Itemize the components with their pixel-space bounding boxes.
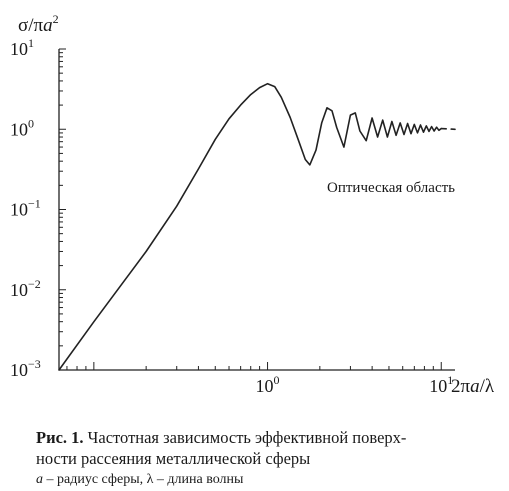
series-line-dashed	[440, 127, 456, 131]
caption-text-line2: ности рассеяния металлической сферы	[36, 449, 311, 468]
legend-lambda-text: – длина волны	[153, 472, 244, 487]
optical-region-annotation: Оптическая область	[327, 180, 455, 196]
legend-a-text: – радиус сферы,	[43, 472, 147, 487]
y-tick-label: 10−3	[10, 357, 41, 380]
tick-labels: 10−3 10−2 10−1 100 101 100 101	[10, 36, 453, 396]
y-tick-label: 10−1	[10, 197, 41, 220]
y-tick-label: 100	[10, 116, 34, 139]
scattering-chart: 10−3 10−2 10−1 100 101 100 101 σ/πa2 2πa/λ Опт…	[10, 12, 495, 397]
figure-caption: Рис. 1. Частотная зависимость эффективно…	[36, 427, 496, 469]
y-axis-title: σ/πa2	[18, 12, 59, 36]
caption-text: Частотная зависимость эффективной поверх…	[83, 428, 407, 447]
y-tick-label: 101	[10, 36, 34, 59]
axes	[58, 49, 455, 371]
series-group	[58, 82, 456, 371]
legend-lambda-symbol: λ	[146, 472, 154, 487]
tick-marks	[59, 48, 442, 371]
x-tick-label: 100	[256, 373, 280, 396]
series-line	[58, 82, 442, 371]
legend-a-symbol: a	[36, 472, 43, 487]
y-tick-label: 10−2	[10, 277, 41, 300]
x-axis-title: 2πa/λ	[451, 376, 495, 397]
caption-legend: a – радиус сферы, λ – длина волны	[36, 469, 496, 490]
x-tick-label: 101	[429, 373, 453, 396]
caption-label: Рис. 1.	[36, 428, 84, 447]
